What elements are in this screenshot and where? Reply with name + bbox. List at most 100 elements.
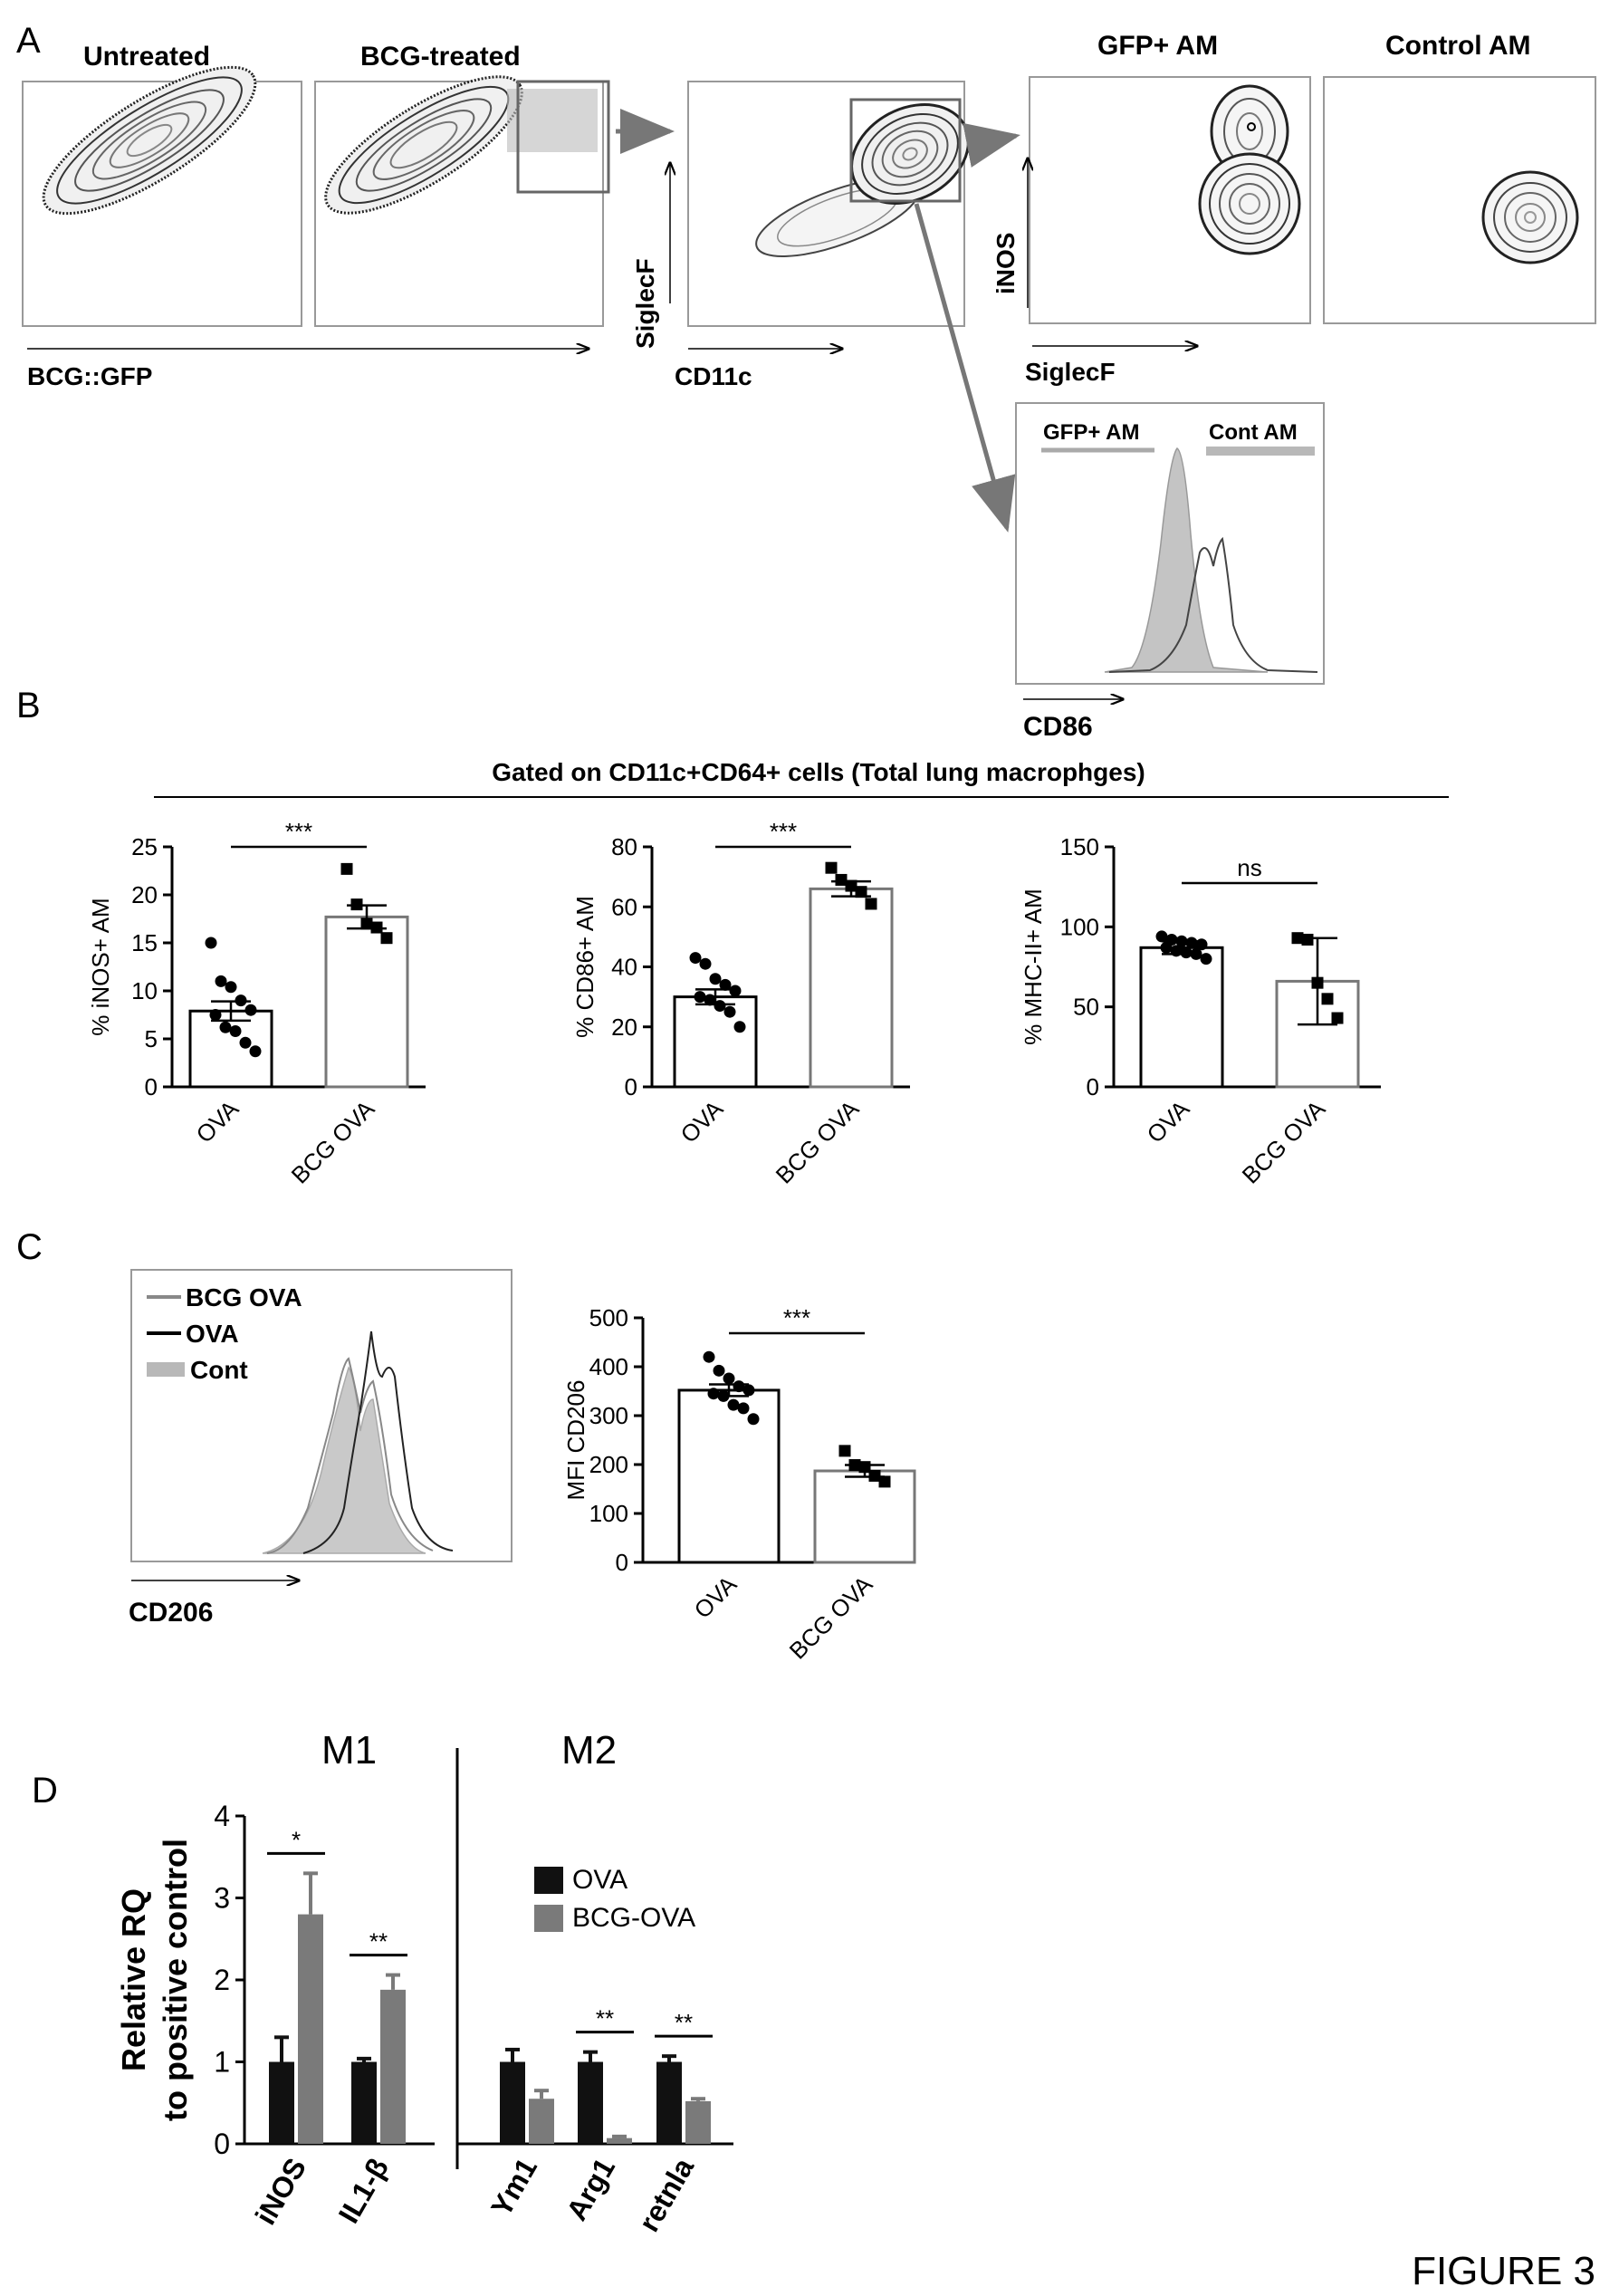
mfi-cd206-point-bcg-ova bbox=[878, 1475, 891, 1488]
mhc-ii-am-point-ova bbox=[1155, 930, 1168, 943]
control-am-contour-plot bbox=[1323, 76, 1596, 324]
cd11c-axis-label: CD11c bbox=[675, 362, 752, 390]
mfi-cd206-y-tick-label: 500 bbox=[589, 1304, 628, 1331]
inos-am-point-ova bbox=[225, 981, 237, 994]
mfi-cd206-y-axis-label: MFI CD206 bbox=[562, 1380, 589, 1501]
cd86-am-point-ova bbox=[719, 978, 732, 991]
rq-significance-label: ** bbox=[675, 2009, 693, 2036]
rq-bar-ova bbox=[500, 2061, 525, 2144]
rq-y-axis-label: Relative RQ bbox=[115, 1888, 152, 2071]
gfp-am-contour-plot bbox=[1029, 76, 1311, 324]
rq-bar-ova bbox=[578, 2061, 603, 2144]
inos-am-point-bcg-ova bbox=[370, 921, 383, 934]
rq-bar-ova bbox=[656, 2061, 682, 2144]
bcg-treated-contour-plot bbox=[314, 75, 610, 327]
inos-am-point-bcg-ova bbox=[360, 917, 373, 930]
cd86-am-point-ova bbox=[733, 1021, 746, 1033]
mhc-ii-am-y-tick-label: 100 bbox=[1060, 913, 1099, 940]
mhc-ii-am-bar-ova bbox=[1139, 946, 1224, 1089]
mfi-cd206-bar-ova bbox=[677, 1388, 781, 1564]
rq-legend-swatch-bcg-ova bbox=[534, 1905, 563, 1932]
mhc-ii-am-y-axis-label: % MHC-II+ AM bbox=[1020, 889, 1047, 1045]
panel-a-letter: A bbox=[16, 21, 41, 61]
mfi-cd206-y-tick-label: 400 bbox=[589, 1353, 628, 1380]
mhc-ii-am-y-tick-label: 0 bbox=[1087, 1073, 1099, 1100]
relative-rq-bar-chart: 0 1 2 3 4 Relative RQ to positive control iNOS *… bbox=[115, 1748, 733, 2237]
hist-cont-am-label: Cont AM bbox=[1209, 420, 1298, 445]
legend-bcg-ova: BCG OVA bbox=[186, 1283, 302, 1311]
cd86-am-y-tick-label: 60 bbox=[611, 893, 637, 920]
m1-label: M1 bbox=[321, 1728, 377, 1772]
bcg-treated-title: BCG-treated bbox=[360, 42, 521, 72]
mfi-cd206-y-tick-label: 300 bbox=[589, 1402, 628, 1429]
cd86-am-point-bcg-ova bbox=[825, 861, 838, 874]
m2-label: M2 bbox=[561, 1728, 617, 1772]
mfi-cd206-y-tick-label: 200 bbox=[589, 1451, 628, 1478]
rq-x-tick-label: Ym1 bbox=[484, 2153, 543, 2223]
cd86-am-significance-label: *** bbox=[770, 818, 797, 845]
rq-y-axis-label: to positive control bbox=[157, 1839, 194, 2121]
mfi-cd206-point-bcg-ova bbox=[868, 1469, 881, 1482]
rq-legend-swatch-ova bbox=[534, 1867, 563, 1894]
mfi-cd206-point-bcg-ova bbox=[848, 1459, 861, 1472]
mfi-cd206-point-ova bbox=[727, 1398, 740, 1411]
inos-am-point-ova bbox=[209, 1009, 222, 1021]
mfi-cd206-x-tick-label: BCG OVA bbox=[784, 1571, 878, 1665]
mfi-cd206-point-ova bbox=[737, 1402, 750, 1415]
cd206-axis-label: CD206 bbox=[129, 1598, 213, 1628]
cd86-am-point-ova bbox=[709, 973, 722, 985]
mhc-ii-am-point-bcg-ova bbox=[1291, 932, 1304, 945]
inos-am-y-tick-label: 10 bbox=[131, 977, 158, 1004]
cd86-am-y-tick-label: 0 bbox=[625, 1073, 637, 1100]
rq-bar-bcg-ova bbox=[529, 2099, 554, 2144]
mhc-ii-am-point-bcg-ova bbox=[1311, 976, 1324, 989]
mhc-ii-am-point-ova bbox=[1195, 938, 1208, 951]
panel-d-letter: D bbox=[32, 1771, 58, 1811]
cd86-am-point-bcg-ova bbox=[835, 873, 848, 886]
mhc-ii-am-point-ova bbox=[1200, 953, 1212, 965]
cd86-am-point-bcg-ova bbox=[855, 886, 867, 898]
mfi-cd206-point-ova bbox=[747, 1413, 760, 1426]
rq-significance-label: ** bbox=[369, 1928, 388, 1955]
rq-bar-ova bbox=[269, 2061, 294, 2144]
inos-am-point-bcg-ova bbox=[350, 898, 363, 911]
mfi-cd206-point-ova bbox=[713, 1364, 725, 1377]
gfp-am-title: GFP+ AM bbox=[1097, 31, 1218, 61]
figure-label: FIGURE 3 bbox=[1412, 2249, 1595, 2291]
hist-gfp-am-label: GFP+ AM bbox=[1043, 420, 1139, 445]
inos-am-bar-chart: 0 5 10 15 20 25 % iNOS+ AM OVA BCG OVA *** bbox=[87, 818, 426, 1189]
mfi-cd206-y-tick-label: 100 bbox=[589, 1500, 628, 1527]
inos-am-point-ova bbox=[244, 1004, 257, 1016]
panel-b-header: Gated on CD11c+CD64+ cells (Total lung m… bbox=[492, 758, 1145, 786]
mhc-ii-am-point-ova bbox=[1175, 935, 1188, 947]
mfi-cd206-significance-label: *** bbox=[783, 1304, 810, 1331]
siglecf-axis-label: SiglecF bbox=[631, 258, 659, 349]
control-am-title: Control AM bbox=[1385, 31, 1531, 61]
cd86-am-point-ova bbox=[699, 957, 712, 970]
inos-am-point-ova bbox=[239, 1036, 252, 1049]
mfi-cd206-point-ova bbox=[733, 1380, 745, 1393]
mhc-ii-am-bar-chart: 0 50 100 150 % MHC-II+ AM OVA BCG OVA ns bbox=[1020, 833, 1381, 1189]
mfi-cd206-x-tick-label: OVA bbox=[689, 1571, 742, 1624]
mfi-cd206-point-ova bbox=[707, 1388, 720, 1400]
inos-am-x-tick-label: BCG OVA bbox=[286, 1095, 380, 1189]
inos-am-point-ova bbox=[229, 1025, 242, 1038]
mhc-ii-am-significance-label: ns bbox=[1237, 854, 1261, 881]
mfi-cd206-point-ova bbox=[723, 1372, 735, 1385]
mfi-cd206-point-bcg-ova bbox=[838, 1445, 851, 1457]
legend-ova: OVA bbox=[186, 1320, 239, 1348]
inos-axis-label: iNOS bbox=[992, 233, 1020, 294]
mfi-cd206-point-ova bbox=[742, 1384, 755, 1397]
rq-x-tick-label: Arg1 bbox=[560, 2153, 621, 2226]
inos-am-y-tick-label: 25 bbox=[131, 833, 158, 860]
inos-am-point-ova bbox=[215, 975, 227, 987]
mhc-ii-am-point-bcg-ova bbox=[1321, 993, 1334, 1005]
mfi-cd206-bar-bcg-ova bbox=[813, 1469, 916, 1564]
inos-am-y-axis-label: % iNOS+ AM bbox=[87, 898, 114, 1035]
mhc-ii-am-point-ova bbox=[1190, 947, 1202, 960]
rq-legend-label-bcg-ova: BCG-OVA bbox=[572, 1903, 695, 1933]
cd86-am-bar-chart: 0 20 40 60 80 % CD86+ AM OVA BCG OVA *** bbox=[571, 818, 910, 1189]
cd86-am-bar-bcg-ova bbox=[809, 887, 894, 1089]
bcg-gfp-axis-label: BCG::GFP bbox=[27, 362, 152, 390]
cd86-am-point-ova bbox=[694, 991, 706, 1004]
